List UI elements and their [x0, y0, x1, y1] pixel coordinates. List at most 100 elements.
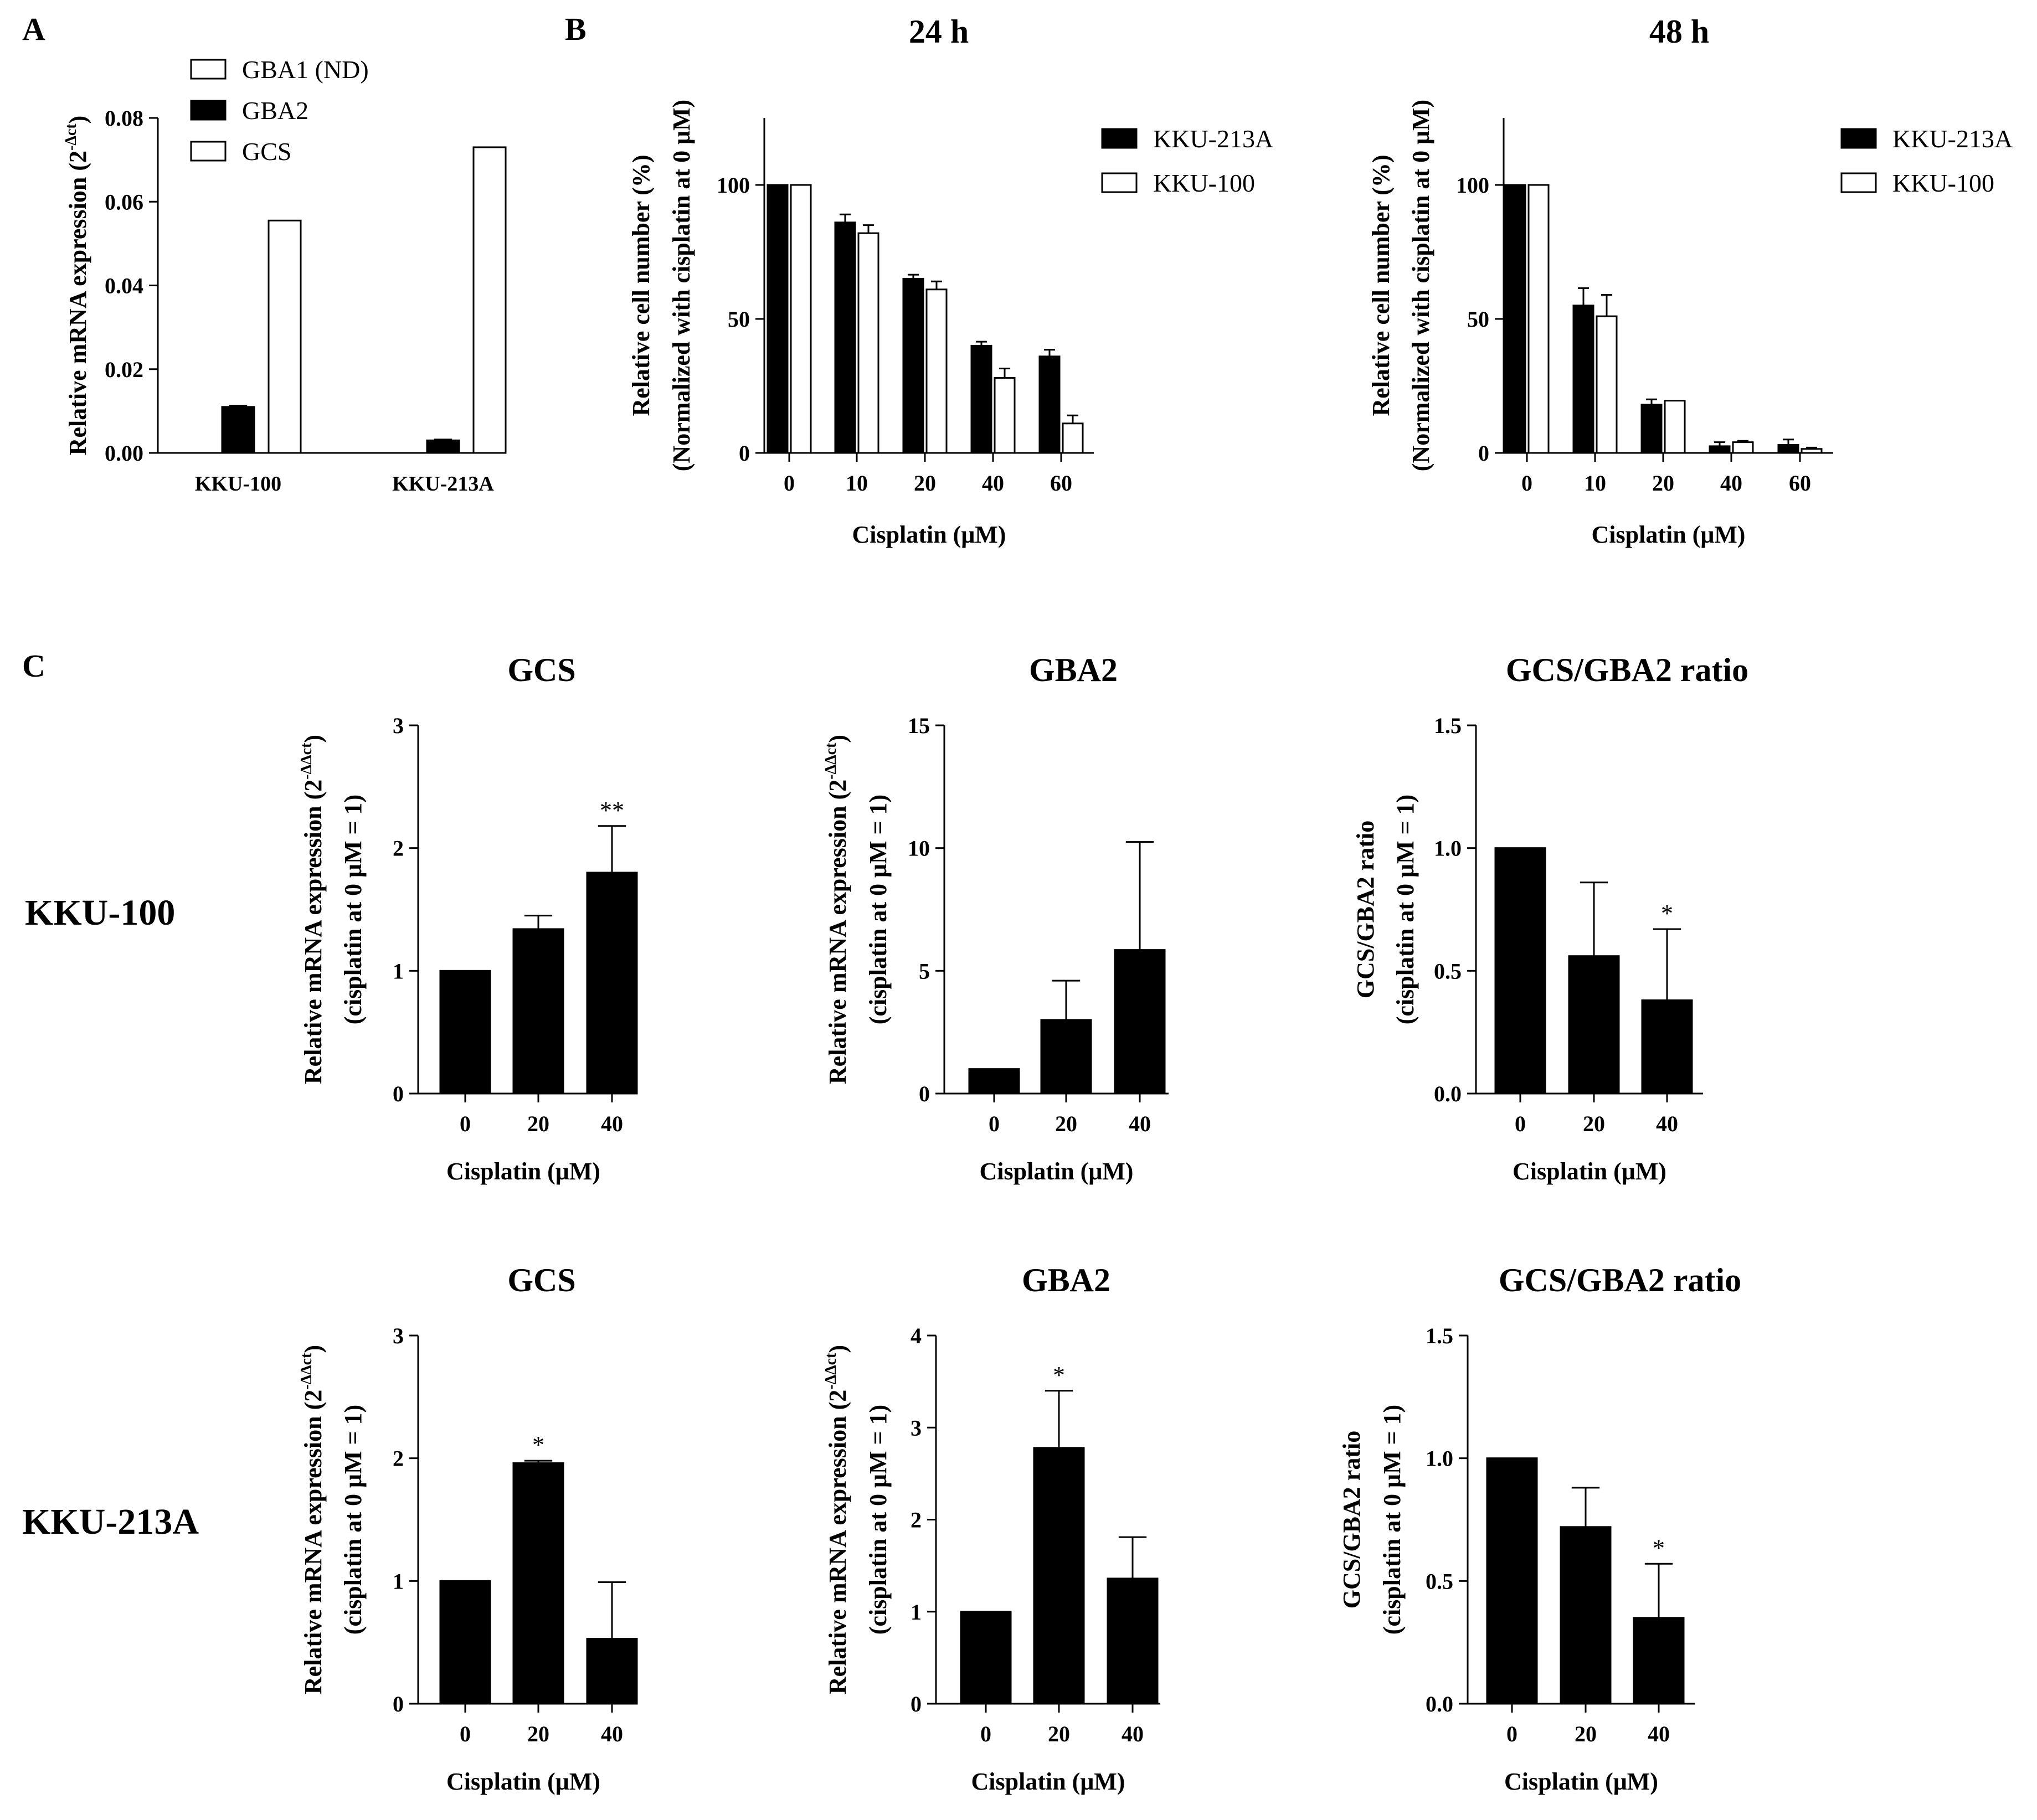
bar [1494, 847, 1546, 1095]
bar [221, 406, 255, 454]
y-axis-label-secondary: (cisplatin at 0 μM = 1) [340, 1405, 367, 1635]
y-tick-label: 0 [1478, 441, 1489, 466]
y-axis-label-superscript: -Δct [63, 123, 80, 151]
bar [472, 146, 507, 454]
bar [968, 1068, 1020, 1095]
bar [1560, 1526, 1612, 1705]
x-category-label: 0 [460, 1111, 471, 1136]
chart-title: GBA2 [1029, 652, 1118, 688]
y-axis-label: Relative cell number (%) [1367, 154, 1395, 416]
legend-swatch [190, 141, 227, 162]
bar [586, 872, 638, 1095]
y-tick-label: 0 [393, 1081, 404, 1106]
y-axis-label: Relative cell number (%) [627, 154, 655, 416]
x-category-label: 20 [1055, 1111, 1077, 1136]
chart-c2: GBA2 0 5 10 15 0 20 40 Relative mRNA expression … [822, 652, 1169, 1185]
bar [790, 184, 812, 454]
x-category-label: 0 [1515, 1111, 1526, 1136]
chart-title: GCS/GBA2 ratio [1499, 1262, 1741, 1298]
chart-c1: GCS 0 1 2 3 0 20 40 ** Relative mRNA expression (… [298, 652, 638, 1185]
y-axis-label-text: Relative mRNA expression (2 [64, 151, 91, 455]
x-axis-label: Cisplatin (μM) [1513, 1158, 1666, 1185]
x-axis-label: Cisplatin (μM) [971, 1768, 1125, 1795]
legend-label: KKU-213A [1153, 125, 1273, 153]
y-axis-label-secondary: (Normalized with cisplatin at 0 μM) [1407, 100, 1434, 471]
y-tick-label: 0.08 [105, 106, 143, 131]
bar [994, 377, 1016, 454]
y-axis-label-end: ) [64, 116, 91, 124]
y-tick-label: 50 [728, 307, 750, 332]
bar [1732, 441, 1754, 454]
y-axis-label: GCS/GBA2 ratio [1338, 1431, 1365, 1608]
y-tick-label: 3 [393, 713, 404, 738]
chart-c3: GCS/GBA2 ratio 0.0 0.5 1.0 1.5 0 20 40 * GCS/GBA2… [1352, 652, 1748, 1185]
x-category-label: 0 [460, 1721, 471, 1746]
y-axis-label: Relative mRNA expression (2-ΔΔct) [822, 735, 851, 1084]
y-tick-label: 1.0 [1434, 836, 1462, 861]
bar [1640, 404, 1663, 454]
bar [439, 1580, 491, 1705]
row-label-kku213a: KKU-213A [22, 1502, 199, 1542]
x-category-label: 40 [1122, 1721, 1144, 1746]
y-axis-label: Relative mRNA expression (2-ΔΔct) [298, 735, 327, 1084]
chart-title: GCS/GBA2 ratio [1506, 652, 1748, 688]
y-tick-label: 50 [1467, 307, 1489, 332]
x-axis-label: Cisplatin (μM) [1504, 1768, 1658, 1795]
y-tick-label: 0.04 [105, 274, 143, 298]
y-tick-label: 10 [908, 836, 930, 861]
x-category-label: 0 [1521, 471, 1532, 496]
y-axis-label-text: GCS/GBA2 ratio [1338, 1431, 1365, 1608]
legend-swatch [1101, 172, 1138, 193]
y-tick-label: 0.06 [105, 189, 143, 214]
significance-label: * [532, 1431, 544, 1458]
chart-title: GBA2 [1022, 1262, 1110, 1298]
bar [1596, 315, 1618, 454]
y-axis-label-secondary: (cisplatin at 0 μM = 1) [865, 1405, 892, 1635]
legend-label: GBA1 (ND) [242, 55, 369, 84]
bar [960, 1611, 1012, 1705]
bar [925, 288, 948, 454]
bar [902, 277, 924, 454]
x-category-label: KKU-100 [195, 472, 281, 496]
x-category-label: 0 [784, 471, 795, 496]
legend-swatch [190, 59, 227, 80]
x-category-label: 10 [1584, 471, 1606, 496]
y-tick-label: 5 [919, 958, 930, 983]
bar [1664, 400, 1686, 454]
bar [1801, 448, 1823, 454]
y-axis-label-superscript: -ΔΔct [822, 743, 840, 780]
y-tick-label: 0 [393, 1692, 404, 1716]
chart-a: 0.00 0.02 0.04 0.06 0.08 KKU-100 KKU-213A GBA1 … [63, 55, 507, 496]
y-axis-label-superscript: -ΔΔct [822, 1353, 840, 1390]
y-tick-label: 2 [393, 1446, 404, 1471]
y-tick-label: 0.00 [105, 441, 143, 466]
y-axis-label-secondary: (cisplatin at 0 μM = 1) [865, 795, 892, 1024]
x-category-label: 20 [1652, 471, 1674, 496]
legend-label: GCS [242, 137, 291, 166]
bar [1568, 955, 1620, 1095]
y-axis-label-text: Relative cell number (%) [1367, 154, 1395, 416]
y-axis-label-text: Relative mRNA expression (2 [300, 780, 327, 1084]
y-axis-label: Relative mRNA expression (2-Δct) [63, 116, 91, 456]
chart-title: GCS [507, 652, 575, 688]
y-tick-label: 0 [919, 1081, 930, 1106]
bar [1527, 184, 1550, 454]
bar [1504, 184, 1526, 454]
x-axis-label: Cisplatin (μM) [446, 1768, 600, 1795]
x-category-label: 40 [1648, 1721, 1670, 1746]
bar [1040, 1019, 1092, 1095]
bar [1486, 1457, 1538, 1705]
x-category-label: 20 [1048, 1721, 1070, 1746]
y-tick-label: 0.0 [1426, 1692, 1453, 1716]
x-category-label: 40 [601, 1111, 623, 1136]
row-label-kku100: KKU-100 [25, 893, 175, 933]
y-tick-label: 3 [393, 1323, 404, 1348]
x-category-label: 20 [914, 471, 936, 496]
y-tick-label: 1.0 [1426, 1446, 1453, 1471]
y-axis-label-text: Relative mRNA expression (2 [300, 1390, 327, 1694]
bar [1709, 445, 1731, 454]
x-category-label: 60 [1789, 471, 1811, 496]
y-tick-label: 1 [393, 958, 404, 983]
x-axis-label: Cisplatin (μM) [446, 1158, 600, 1185]
